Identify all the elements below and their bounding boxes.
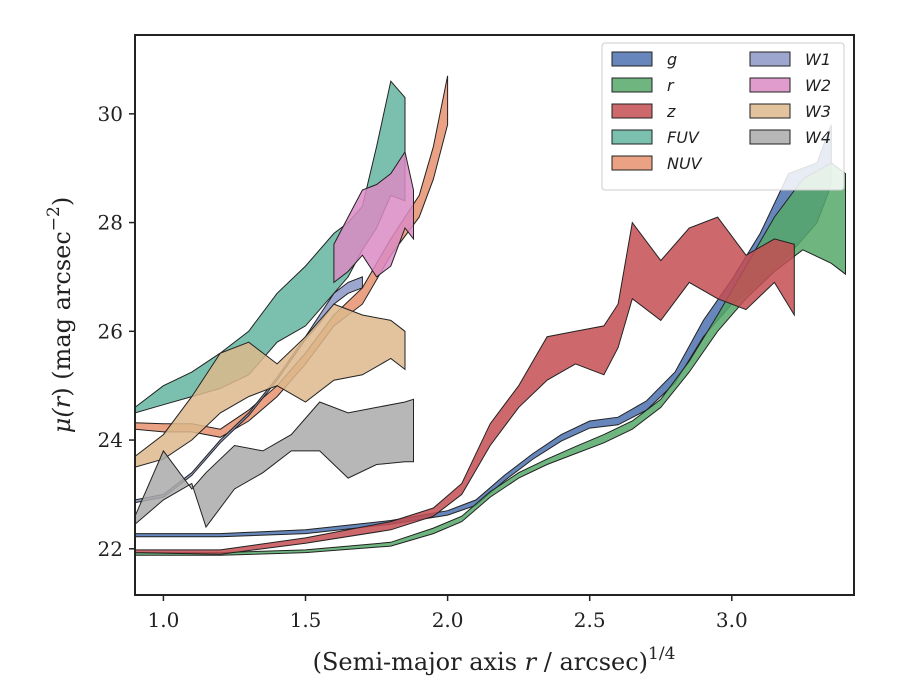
x-tick-label: 1.0 (148, 608, 180, 632)
legend-swatch-nuv (611, 155, 653, 171)
y-tick-label: 28 (98, 211, 123, 235)
y-axis-ticks: 22 24 26 28 30 (98, 102, 135, 561)
legend-label-nuv: NUV (667, 154, 703, 173)
legend-label-w3: W3 (805, 102, 831, 121)
y-tick-label: 24 (98, 428, 123, 452)
legend-swatch-z (611, 103, 653, 119)
y-axis-label: μ(r) (mag arcsec−2) (44, 197, 76, 434)
x-axis-ticks: 1.0 1.5 2.0 2.5 3.0 (148, 595, 748, 632)
legend-label-g: g (667, 50, 677, 69)
x-tick-label: 3.0 (716, 608, 748, 632)
legend-label-fuv: FUV (667, 128, 700, 147)
band-w1 (135, 276, 363, 504)
y-tick-label: 26 (98, 319, 123, 343)
band-r (135, 162, 846, 556)
legend-swatch-w1 (749, 51, 791, 67)
x-tick-label: 2.5 (574, 608, 606, 632)
legend-label-r: r (667, 76, 675, 95)
legend: grz FUV NUV W1 W2 W3 W4 (601, 42, 845, 191)
legend-label-w4: W4 (805, 128, 831, 147)
legend-swatch-g (611, 51, 653, 67)
legend-swatch-w2 (749, 77, 791, 93)
y-tick-label: 30 (98, 102, 123, 126)
y-tick-label: 22 (98, 537, 123, 561)
x-tick-label: 1.5 (290, 608, 322, 632)
profile-bands (135, 75, 846, 556)
legend-swatch-w3 (749, 103, 791, 119)
legend-swatch-fuv (611, 129, 653, 145)
legend-label-z: z (666, 102, 676, 121)
x-axis-label: (Semi-major axis r / arcsec)1/4 (313, 644, 676, 676)
plot-frame (134, 34, 855, 596)
band-w4 (135, 398, 414, 529)
band-z (135, 216, 795, 555)
legend-swatch-r (611, 77, 653, 93)
x-tick-label: 2.0 (432, 608, 464, 632)
legend-swatch-w4 (749, 129, 791, 145)
legend-label-w2: W2 (805, 76, 831, 95)
band-w3 (135, 303, 406, 468)
legend-label-w1: W1 (805, 50, 831, 69)
band-w2 (333, 150, 414, 284)
